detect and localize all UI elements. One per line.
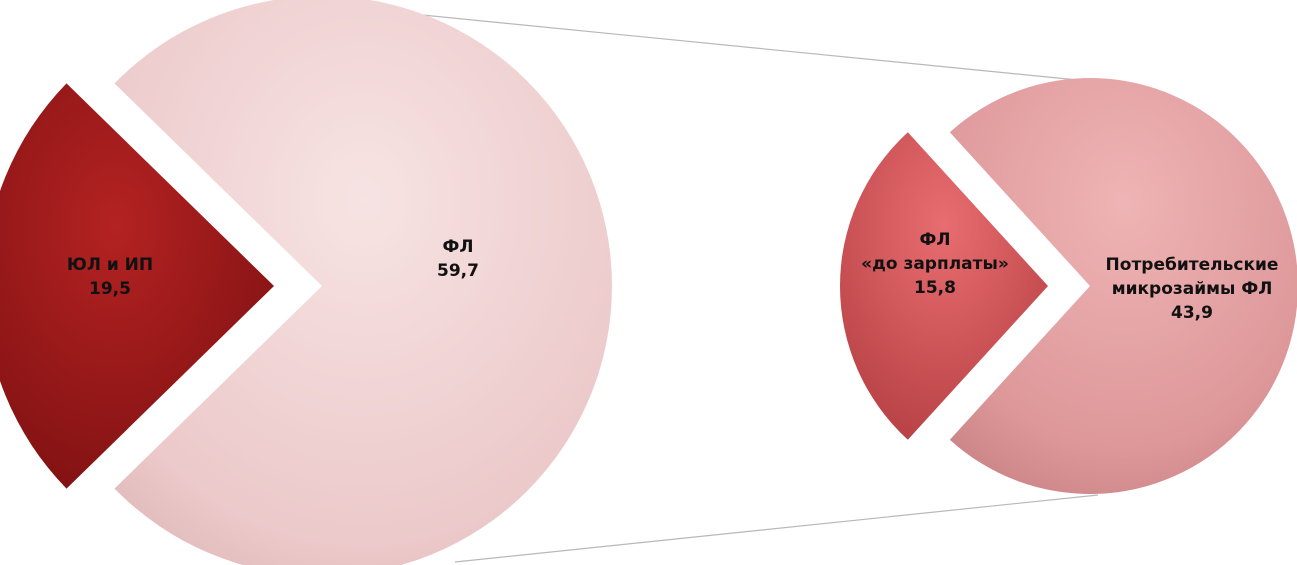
pie-main: ЮЛ и ИП 19,5 ФЛ 59,7 [0, 0, 612, 565]
pie-slice-0-0 [0, 83, 274, 489]
pie-secondary: ФЛ «до зарплаты» 15,8 Потребительские микроз… [840, 78, 1297, 494]
connector-lines [371, 9, 1099, 563]
data-label-category: Потребительские [1106, 255, 1279, 275]
data-label-value: 59,7 [437, 261, 479, 281]
data-label-value: 19,5 [89, 279, 131, 299]
data-label-category: ЮЛ и ИП [67, 255, 153, 275]
data-label-category: «до зарплаты» [861, 254, 1009, 274]
connector-line-top [371, 9, 1099, 83]
pie-slice-1-1 [949, 78, 1297, 494]
data-label-category: микрозаймы ФЛ [1112, 279, 1273, 299]
pie-slice-1-0 [840, 132, 1048, 440]
data-label-category: ФЛ [443, 237, 474, 257]
pie-slice-0-1 [114, 0, 612, 565]
connector-line-bottom [454, 494, 1099, 563]
data-label-value: 43,9 [1171, 303, 1213, 323]
data-label-value: 15,8 [914, 278, 956, 298]
data-label-category: ФЛ [920, 230, 951, 250]
